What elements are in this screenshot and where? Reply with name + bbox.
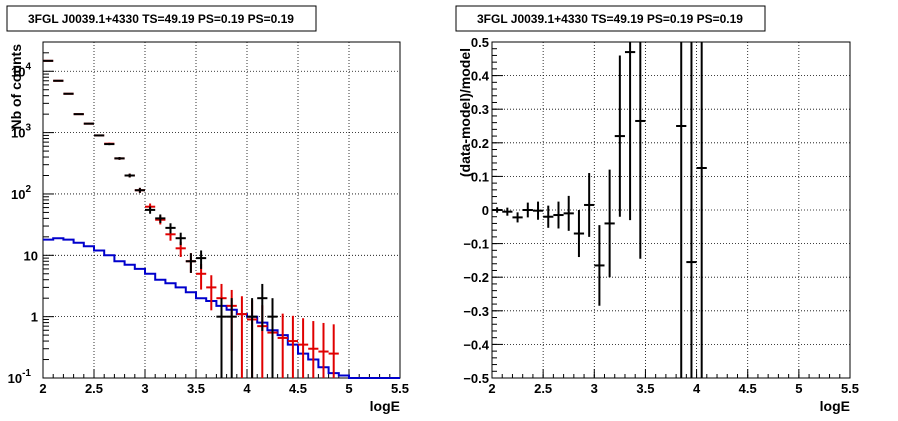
x-tick-label: 3: [141, 381, 148, 396]
x-tick-label: 5: [345, 381, 352, 396]
x-tick-label: 3.5: [187, 381, 205, 396]
x-tick-label: 2: [488, 381, 495, 396]
plot-frame: [491, 41, 851, 379]
y-axis-label: (data-model)/model: [457, 48, 473, 177]
x-axis-label: logE: [370, 398, 400, 414]
right-panel-residuals: 3FGL J0039.1+4330 TS=49.19 PS=0.19 PS=0.…: [455, 5, 859, 414]
y-tick-label: 0.2: [471, 136, 489, 151]
y-axis-label: Nb of counts: [8, 44, 24, 130]
y-tick-label: −0.4: [463, 337, 489, 352]
y-tick-label: 0.5: [471, 35, 489, 50]
x-tick-label: 5: [795, 381, 802, 396]
y-tick-label: 0.3: [471, 102, 489, 117]
x-tick-label: 3.5: [636, 381, 654, 396]
y-tick-label: 102: [11, 184, 31, 202]
x-tick-label: 4: [243, 381, 251, 396]
y-tick-label: 10: [24, 248, 38, 263]
left-panel-spectrum: 3FGL J0039.1+4330 TS=49.19 PS=0.19 PS=0.…: [6, 5, 409, 414]
x-tick-label: 2.5: [534, 381, 552, 396]
y-tick-label: 104: [11, 61, 31, 79]
y-tick-label: −0.2: [463, 270, 489, 285]
y-tick-label: 1: [31, 310, 38, 325]
x-tick-label: 5.5: [841, 381, 859, 396]
y-tick-label: 0.4: [471, 69, 490, 84]
x-tick-label: 4.5: [739, 381, 757, 396]
x-tick-label: 4: [693, 381, 701, 396]
y-tick-label: 0: [482, 203, 489, 218]
y-tick-label: 0.1: [471, 169, 489, 184]
chart-title: 3FGL J0039.1+4330 TS=49.19 PS=0.19 PS=0.…: [28, 12, 294, 26]
x-tick-label: 4.5: [289, 381, 307, 396]
title-box: [6, 5, 317, 32]
x-tick-label: 2: [39, 381, 46, 396]
y-tick-label: 103: [11, 123, 31, 141]
x-tick-label: 5.5: [391, 381, 409, 396]
x-tick-label: 2.5: [85, 381, 103, 396]
y-tick-label: −0.5: [463, 371, 489, 386]
y-tick-label: 10-1: [8, 368, 32, 386]
y-tick-label: −0.3: [463, 304, 489, 319]
y-tick-label: −0.1: [463, 237, 489, 252]
title-box: [455, 5, 766, 32]
x-tick-label: 3: [591, 381, 598, 396]
x-axis-label: logE: [820, 398, 850, 414]
chart-title: 3FGL J0039.1+4330 TS=49.19 PS=0.19 PS=0.…: [477, 12, 743, 26]
